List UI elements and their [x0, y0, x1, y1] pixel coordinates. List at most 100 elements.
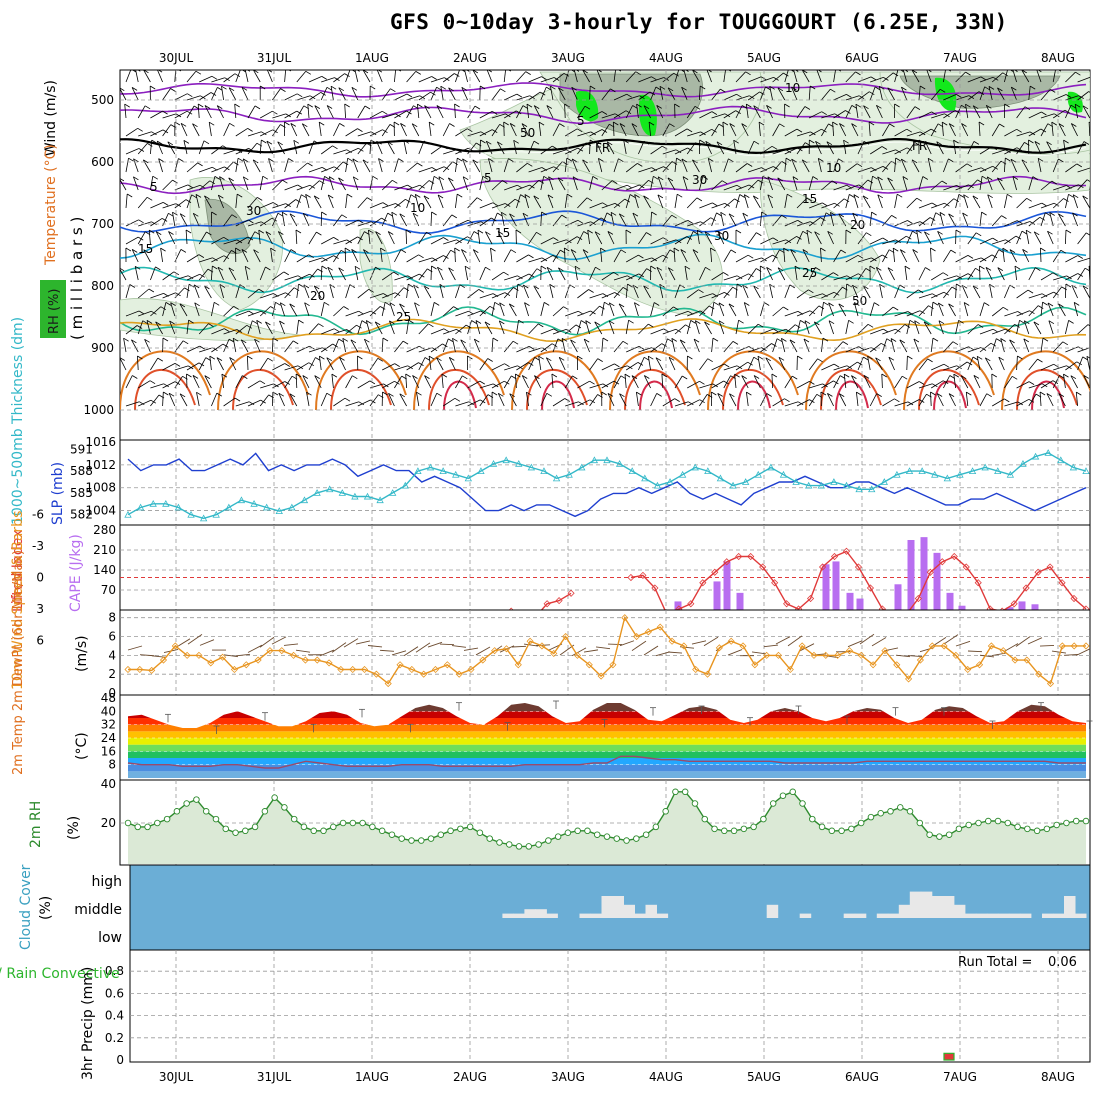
- wind-barb: [877, 194, 883, 209]
- temperature-contour-hot: [134, 368, 196, 411]
- rh-line-point: [681, 788, 689, 796]
- wind-barb-flag: [656, 266, 663, 271]
- wind-barb: [406, 362, 419, 371]
- wind-barb: [589, 267, 596, 281]
- wind-barb: [808, 176, 814, 191]
- wind-barb: [681, 158, 688, 173]
- wind-barb-flag: [503, 271, 509, 276]
- wind-barb: [437, 267, 444, 281]
- wind-barb: [1010, 86, 1017, 101]
- wind-barb-flag: [318, 121, 325, 126]
- wind-barb: [125, 158, 129, 173]
- wind-barb: [247, 380, 261, 389]
- thickness-line: [127, 452, 1087, 520]
- wind-barb-flag: [756, 232, 762, 236]
- cloud-bar: [799, 913, 812, 918]
- wind-barb-flag: [366, 320, 372, 324]
- wind-barb: [199, 639, 215, 646]
- wind-barb-flag: [1047, 230, 1053, 235]
- wind-barb: [594, 321, 603, 335]
- wind-barb-flag: [134, 265, 141, 270]
- wind-barb-flag: [986, 104, 992, 109]
- wind-barb-flag: [1029, 85, 1036, 90]
- wind-barb: [796, 310, 811, 317]
- wind-barb: [686, 106, 696, 119]
- wind-barb: [211, 166, 225, 173]
- wind-barb: [174, 275, 189, 281]
- wind-barb: [741, 375, 749, 389]
- temp-band: [128, 751, 1086, 758]
- wind-barb-flag: [405, 198, 411, 203]
- wind-barb: [743, 302, 749, 317]
- wind-barb: [667, 267, 676, 281]
- wind-barb-flag: [534, 375, 540, 379]
- wind-barb-flag: [916, 197, 923, 202]
- wind-barb: [277, 231, 285, 245]
- lifted-index-line-point: [687, 600, 695, 608]
- wind-barb: [296, 320, 299, 335]
- wind-barb-flag: [913, 338, 920, 343]
- cape-bar: [933, 552, 941, 610]
- wind-barb-flag: [948, 393, 955, 397]
- wind-barb: [991, 72, 1003, 83]
- wind-barb: [382, 380, 395, 389]
- wind-barb-flag: [242, 375, 248, 379]
- wind-barb: [247, 310, 262, 317]
- wind-barb: [179, 303, 188, 317]
- wind-barb: [174, 365, 189, 371]
- rh-line-point: [251, 823, 259, 831]
- wind-barb-flag: [288, 70, 292, 72]
- wind-barb-flag: [330, 85, 337, 90]
- wind-barb: [516, 95, 530, 101]
- wind-barb: [845, 184, 859, 191]
- wind-barb-flag: [167, 141, 174, 146]
- wind-speed-line-point: [905, 675, 913, 683]
- wind-barb-flag: [574, 265, 581, 270]
- wind-barb: [357, 399, 371, 407]
- wind-barb: [625, 194, 631, 209]
- wind-barb: [967, 257, 982, 263]
- wind-barb: [533, 105, 542, 119]
- wind-barb-flag: [204, 375, 211, 379]
- wind-barb: [399, 393, 407, 407]
- rh-line-point: [388, 831, 396, 838]
- wind-barb-flag: [814, 321, 820, 326]
- wind-barb-flag: [209, 180, 216, 185]
- wind-barb: [943, 286, 953, 299]
- wind-barb: [659, 86, 664, 101]
- wind-barb-flag: [966, 361, 973, 366]
- wind-barb: [833, 341, 844, 353]
- wind-barb-flag: [351, 86, 358, 91]
- wind-barb: [902, 70, 908, 83]
- wind-barb-flag: [321, 211, 327, 216]
- wind-barb: [406, 254, 419, 263]
- wind-barb-flag: [1083, 141, 1090, 145]
- wind-barb: [728, 303, 737, 317]
- thickness-line-point: [981, 463, 989, 471]
- wind-barb: [405, 373, 407, 389]
- wind-barb-flag: [314, 105, 321, 109]
- wind-barb: [503, 70, 506, 83]
- lifted-index-line-point: [1046, 563, 1054, 571]
- wind-barb: [321, 328, 335, 335]
- wind-barb: [1028, 111, 1042, 119]
- wind-barb-flag: [241, 70, 246, 73]
- wind-barb: [369, 394, 379, 407]
- temperature-contour-warm: [217, 350, 309, 411]
- wind-barb: [308, 92, 321, 101]
- wind-barb-flag: [178, 158, 184, 162]
- wind-barb-flag: [937, 230, 943, 235]
- temperature-contour-hottest: [933, 380, 967, 411]
- wind-barb: [479, 293, 494, 299]
- wind-barb: [747, 91, 760, 101]
- wind-barb: [232, 338, 237, 353]
- wind-barb: [729, 393, 737, 407]
- wind-barb: [516, 162, 528, 173]
- wind-barb: [244, 70, 249, 83]
- wind-barb: [674, 70, 680, 83]
- wind-barb-flag: [437, 194, 444, 199]
- wind-barb-flag: [232, 337, 239, 342]
- wind-barb: [491, 180, 503, 191]
- wind-barb: [913, 338, 920, 353]
- wind-barb: [979, 654, 995, 658]
